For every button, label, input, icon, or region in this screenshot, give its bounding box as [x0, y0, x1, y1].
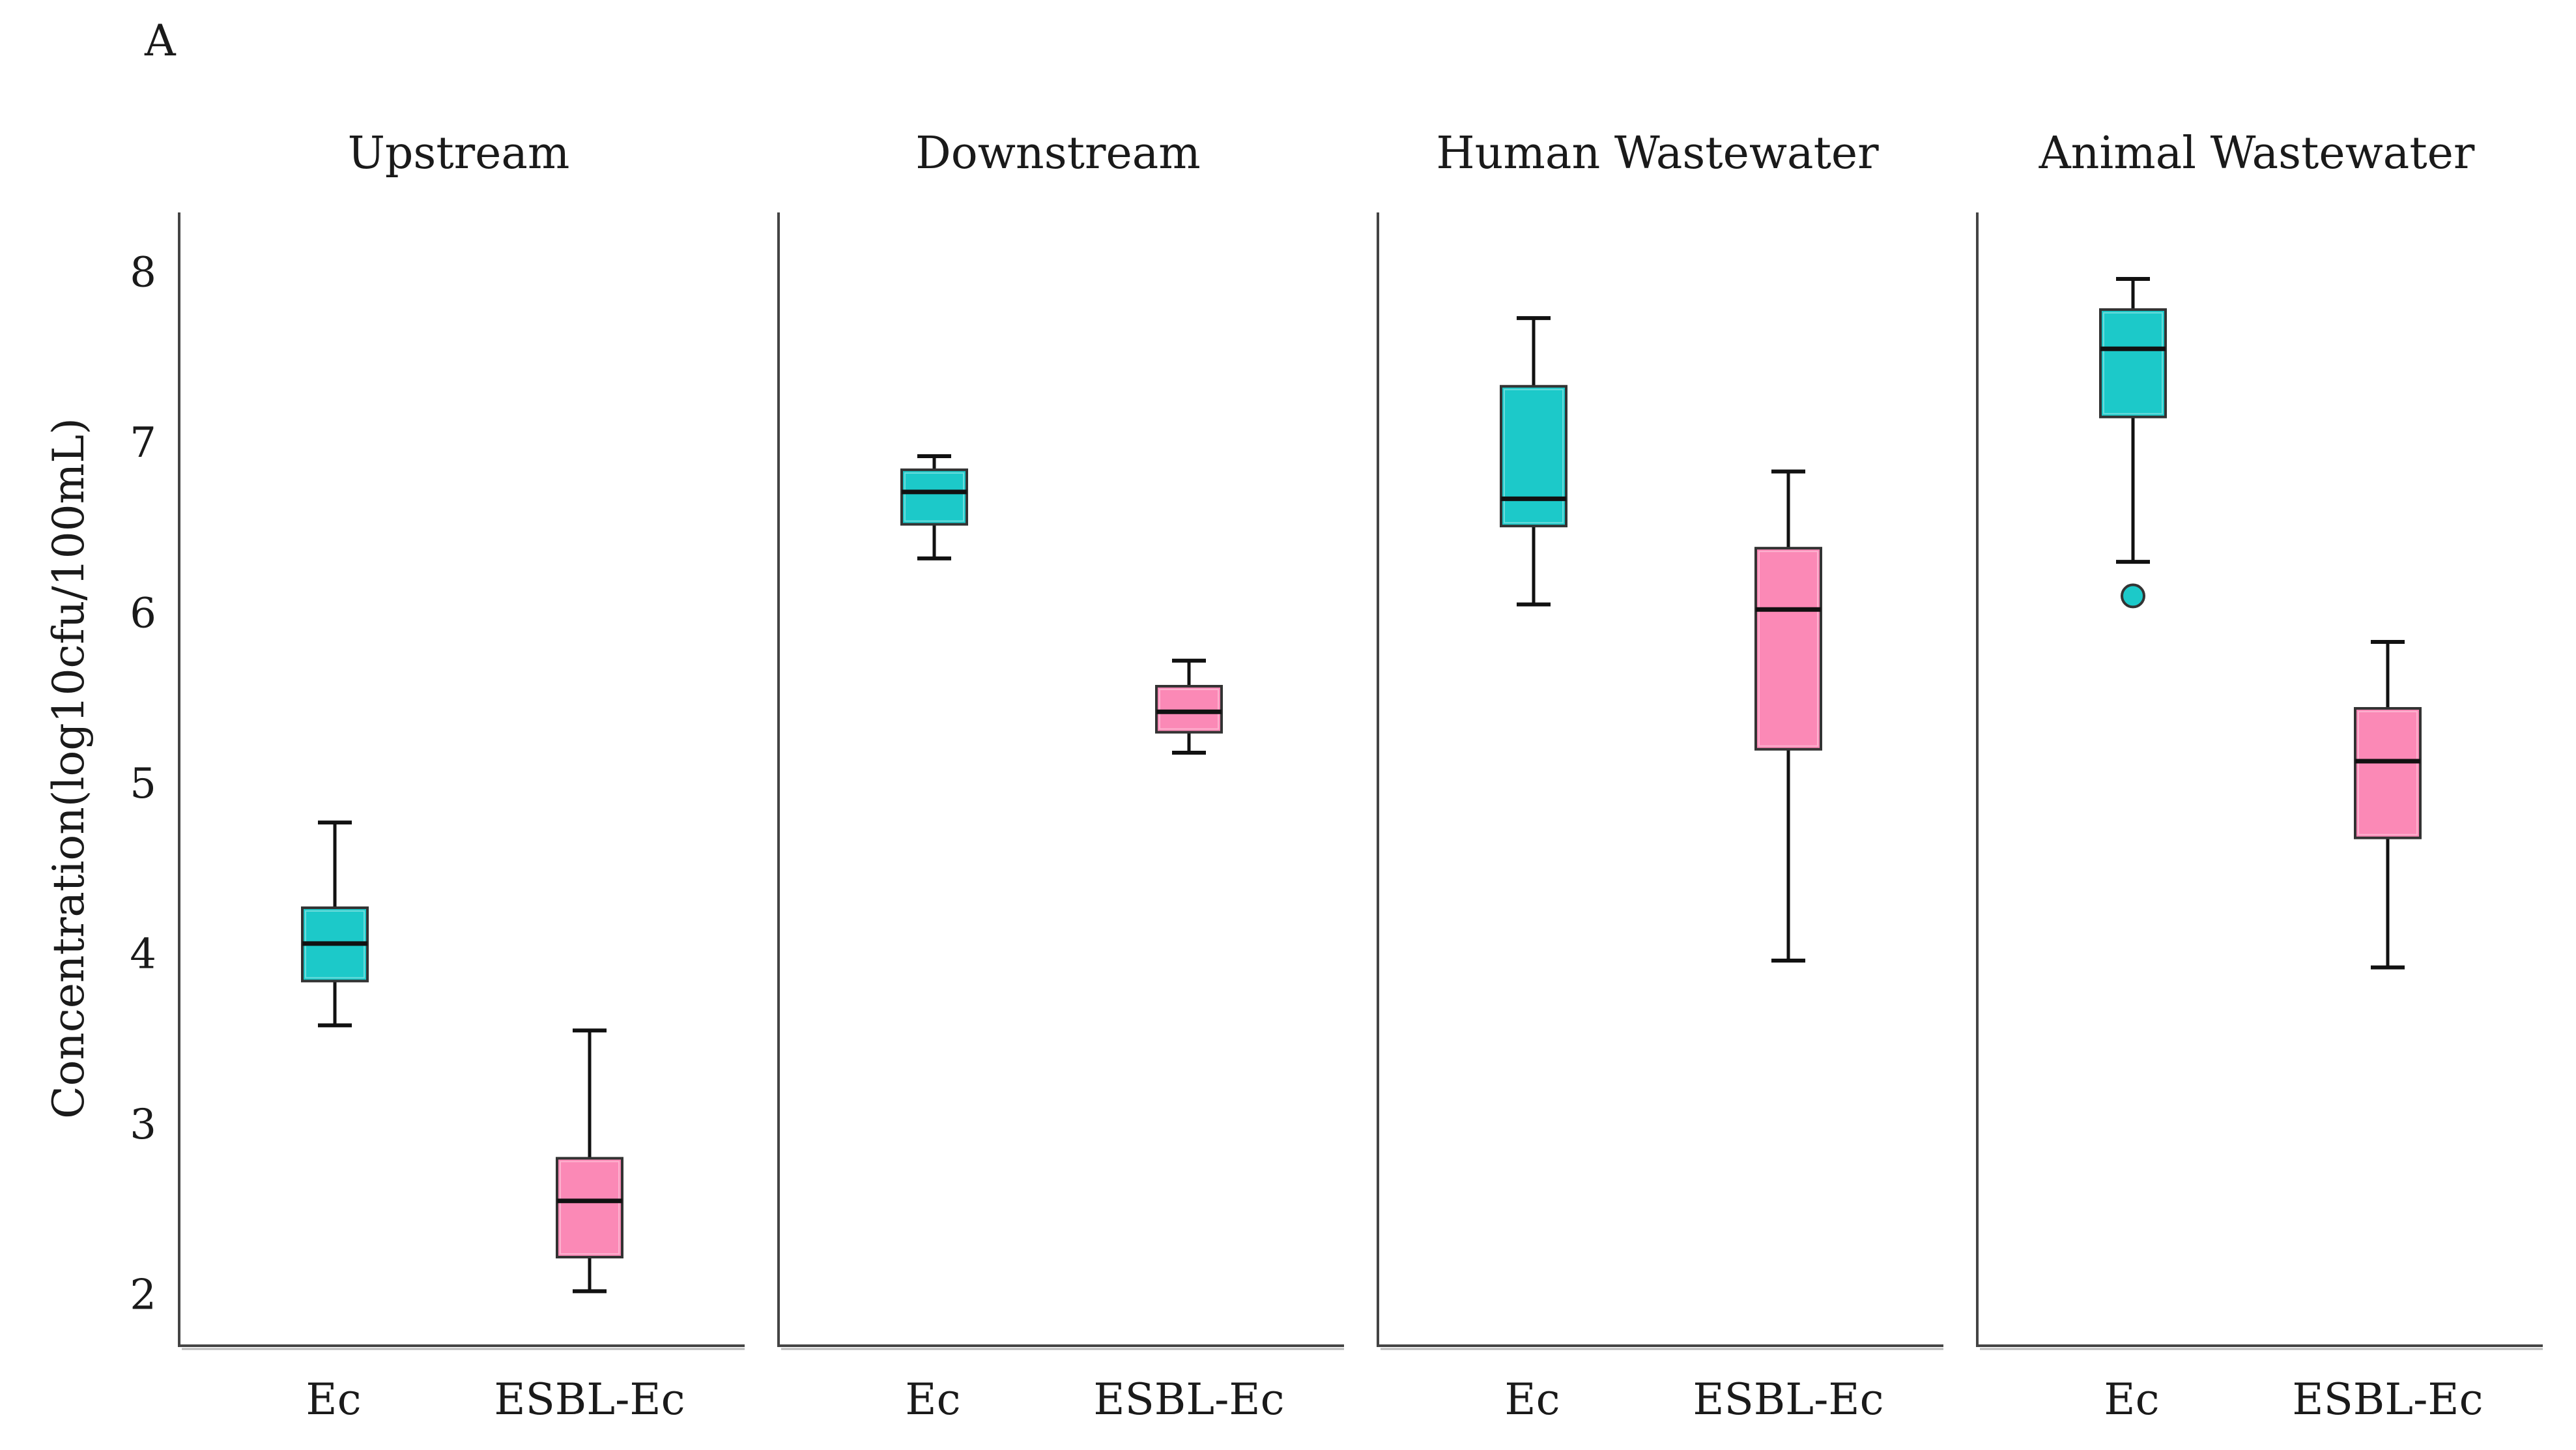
- outlier-point: [2121, 583, 2145, 609]
- y-tick-label: 2: [130, 1271, 156, 1320]
- panel-title: Animal Wastewater: [2039, 128, 2475, 179]
- y-tick-label: 4: [130, 931, 156, 979]
- y-tick-label: 6: [130, 590, 156, 638]
- x-category-label: Ec: [905, 1374, 960, 1425]
- panel-human-wastewater: Human Wastewater Ec ESBL-Ec: [1377, 128, 1943, 1425]
- box-esbl-ec: [1754, 469, 1822, 963]
- box-inner-highlight: [1159, 688, 1219, 730]
- x-category-label: ESBL-Ec: [2292, 1374, 2483, 1425]
- x-category-label: ESBL-Ec: [494, 1374, 685, 1425]
- box-iqr: [1500, 384, 1567, 528]
- box-ec: [2099, 276, 2167, 609]
- panel-animal-wastewater: Animal Wastewater Ec ESBL-Ec: [1976, 128, 2543, 1425]
- panel-downstream: Downstream Ec ESBL-Ec: [777, 128, 1344, 1425]
- y-tick-label: 7: [130, 419, 156, 467]
- box-inner-highlight: [1758, 551, 1818, 747]
- box-inner-highlight: [1504, 388, 1564, 524]
- box-esbl-ec: [556, 1028, 623, 1294]
- box-inner-highlight: [904, 472, 964, 522]
- box-iqr: [2354, 706, 2422, 839]
- y-axis-label: Concentration(log10cfu/100mL): [44, 418, 94, 1119]
- box-ec: [900, 454, 968, 560]
- x-category-label: Ec: [2104, 1374, 2159, 1425]
- box-iqr: [556, 1157, 623, 1259]
- box-esbl-ec: [2354, 639, 2422, 970]
- box-iqr: [1155, 684, 1223, 734]
- box-esbl-ec: [1155, 658, 1223, 755]
- panel-title: Downstream: [915, 128, 1200, 179]
- x-category-label: ESBL-Ec: [1093, 1374, 1284, 1425]
- y-tick-label: 3: [130, 1101, 156, 1149]
- panel-title: Human Wastewater: [1436, 128, 1879, 179]
- x-category-label: Ec: [1504, 1374, 1560, 1425]
- y-tick-label: 5: [130, 760, 156, 808]
- x-category-label: Ec: [306, 1374, 361, 1425]
- box-inner-highlight: [560, 1161, 620, 1255]
- box-inner-highlight: [2103, 312, 2163, 414]
- box-iqr: [2099, 308, 2167, 418]
- figure-label: A: [144, 16, 177, 66]
- box-ec: [1500, 316, 1567, 607]
- box-iqr: [900, 468, 968, 526]
- y-tick-label: 8: [130, 249, 156, 297]
- panel-upstream: Upstream Ec ESBL-Ec: [178, 128, 745, 1425]
- box-ec: [301, 820, 369, 1028]
- plot-layer: 2 3 4 5 6 7 8 Upstream Ec ESBL-Ec Downstream Ec ESBL…: [130, 128, 2543, 1425]
- panel-title: Upstream: [348, 128, 570, 179]
- x-category-label: ESBL-Ec: [1693, 1374, 1883, 1425]
- box-iqr: [1754, 547, 1822, 751]
- box-inner-highlight: [2358, 710, 2418, 835]
